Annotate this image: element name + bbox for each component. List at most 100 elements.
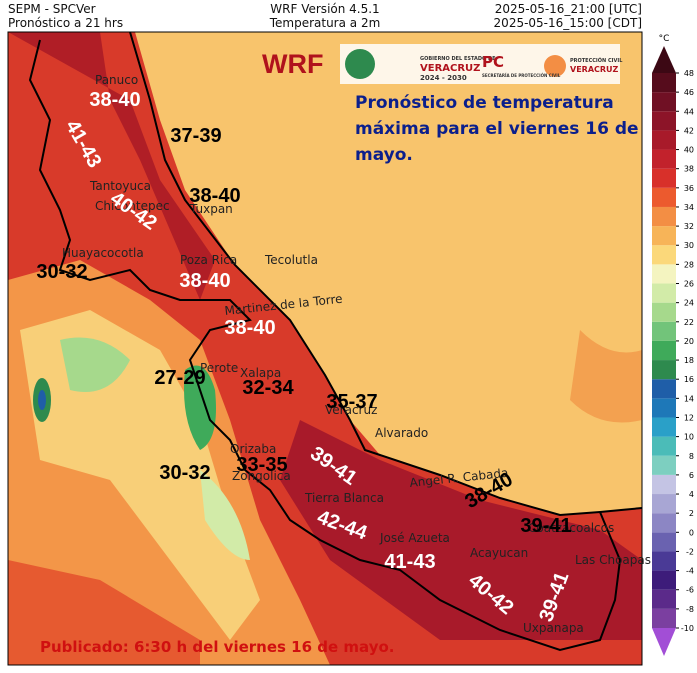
colorbar-segment	[652, 226, 676, 246]
civil-seal	[544, 55, 566, 77]
range-label: 38-40	[189, 185, 240, 207]
colorbar-segment	[652, 206, 676, 227]
range-label: 39-41	[520, 515, 571, 537]
colorbar-tick-label: 26	[684, 280, 694, 289]
header-text: Temperatura a 2m	[269, 16, 381, 30]
state-seal	[345, 49, 375, 79]
colorbar-tick-label: 16	[684, 375, 694, 384]
place-name: Panuco	[95, 73, 138, 87]
logo-text: 2024 - 2030	[420, 74, 467, 82]
range-label: 38-40	[179, 270, 230, 292]
colorbar-segment	[652, 551, 676, 571]
colorbar-segment	[652, 398, 676, 418]
range-label: 41-43	[384, 551, 435, 573]
colorbar-segment	[652, 168, 676, 188]
range-label: 35-37	[326, 391, 377, 413]
colorbar-segment	[652, 436, 676, 456]
place-name: Veracruz	[325, 403, 377, 417]
header-text: Pronóstico a 21 hrs	[8, 16, 123, 30]
colorbar-tick-label: 38	[684, 165, 694, 174]
place-name: Perote	[200, 361, 238, 375]
colorbar-segment	[652, 589, 676, 609]
colorbar-end	[652, 628, 676, 656]
land-hot	[8, 32, 215, 300]
map-frame	[7, 31, 643, 666]
colorbar-tick-label: 46	[684, 88, 694, 97]
range-label: 30-32	[36, 261, 87, 283]
colorbar-tick-label: -6	[686, 586, 694, 595]
place-name: Orizaba	[230, 442, 276, 456]
place-name: Xalapa	[240, 366, 281, 380]
colorbar-segment	[652, 340, 676, 361]
colorbar-unit: °C	[659, 34, 670, 44]
colorbar-tick-label: 30	[684, 241, 694, 250]
place-name: Coatzacoalcos	[528, 521, 614, 535]
colorbar-tick-label: -10	[681, 624, 694, 633]
description: Pronóstico de temperatura máxima para el…	[355, 93, 639, 165]
colorbar-tick-label: 6	[689, 471, 694, 480]
logo-text: VERACRUZ	[420, 63, 480, 74]
colorbar-segment	[652, 379, 676, 399]
colorbar-segment	[652, 570, 676, 590]
range-label: 27-29	[154, 367, 205, 389]
place-name: Uxpanapa	[523, 621, 584, 635]
colorbar-tick-label: 34	[684, 203, 694, 212]
colorbar-segment	[652, 474, 676, 495]
logo-strip	[340, 44, 620, 84]
range-label: 30-32	[159, 462, 210, 484]
colorbar-segment	[652, 283, 676, 303]
colorbar-tick-label: 36	[684, 184, 694, 193]
place-name: Alvarado	[375, 426, 428, 440]
header-text: 2025-05-16_15:00 [CDT]	[494, 16, 642, 30]
colorbar-segment	[652, 302, 676, 322]
colorbar-segment	[652, 92, 676, 112]
colorbar-segment	[652, 417, 676, 437]
land-cool	[60, 337, 130, 392]
colorbar-segment	[652, 455, 676, 475]
colorbar-segment	[652, 360, 676, 380]
logo-text: PROTECCIÓN CIVIL	[570, 57, 623, 64]
range-label: 38-40	[224, 317, 275, 339]
place-name: Tecolutla	[264, 253, 318, 267]
range-label: 38-40	[89, 89, 140, 111]
colorbar-segment	[652, 513, 676, 533]
colorbar-segment	[652, 130, 676, 150]
place-name: Zongolica	[232, 469, 291, 483]
colorbar-tick-label: 12	[684, 413, 694, 422]
colorbar-segment	[652, 494, 676, 514]
footer: Publicado: 6:30 h del viernes 16 de mayo…	[40, 638, 394, 656]
logo-text: SECRETARÍA DE PROTECCIÓN CIVIL	[482, 73, 561, 78]
logo-text: PC	[482, 53, 504, 71]
sea-warm	[570, 330, 642, 423]
land-cold	[38, 390, 46, 410]
colorbar-tick-label: 14	[684, 394, 694, 403]
colorbar-tick-label: 28	[684, 260, 694, 269]
colorbar-tick-label: 4	[689, 490, 694, 499]
range-label: 32-34	[242, 377, 294, 399]
colorbar-tick-label: 24	[684, 299, 694, 308]
place-name: Tantoyuca	[89, 179, 151, 193]
place-name: Las Choapas	[575, 553, 651, 567]
place-name: Poza Rica	[180, 253, 237, 267]
range-label: 33-35	[236, 454, 287, 476]
range-label: 37-39	[170, 125, 221, 147]
logo-text: GOBIERNO DEL ESTADO DE	[420, 56, 496, 62]
state-border	[28, 31, 643, 652]
colorbar-segment	[652, 149, 676, 169]
colorbar-tick-label: 44	[684, 107, 694, 116]
place-name: Tierra Blanca	[304, 491, 384, 505]
colorbar-segment	[652, 245, 676, 265]
colorbar-segment	[652, 608, 676, 628]
map-field	[8, 32, 642, 665]
colorbar-tick-label: -8	[686, 605, 694, 614]
land-warm	[8, 560, 200, 665]
colorbar-tick-label: 18	[684, 356, 694, 365]
colorbar-segment	[652, 321, 676, 341]
colorbar-tick-label: 10	[684, 433, 694, 442]
colorbar-tick-label: 48	[684, 69, 694, 78]
land-mild	[20, 310, 260, 640]
colorbar-segment	[652, 187, 676, 207]
colorbar-segment	[652, 111, 676, 131]
